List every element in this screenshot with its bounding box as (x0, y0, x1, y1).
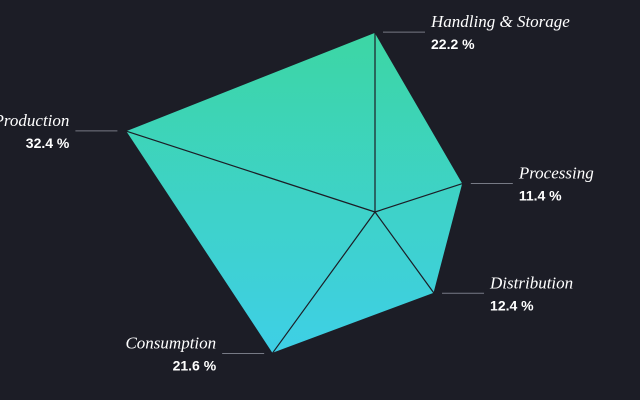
value-label: 21.6 % (173, 358, 217, 374)
value-label: 32.4 % (26, 135, 70, 151)
category-label: Processing (518, 163, 594, 182)
spoke (125, 130, 376, 213)
category-label: Production (0, 111, 69, 130)
value-label: 22.2 % (431, 36, 475, 52)
value-label: 11.4 % (519, 187, 562, 203)
spoke (271, 211, 376, 354)
radar-area (124, 31, 464, 355)
value-label: 12.4 % (490, 297, 534, 313)
category-label: Handling & Storage (430, 12, 570, 31)
spoke (374, 211, 435, 294)
spoke (374, 182, 464, 213)
category-label: Consumption (125, 334, 216, 353)
category-label: Distribution (489, 273, 573, 292)
